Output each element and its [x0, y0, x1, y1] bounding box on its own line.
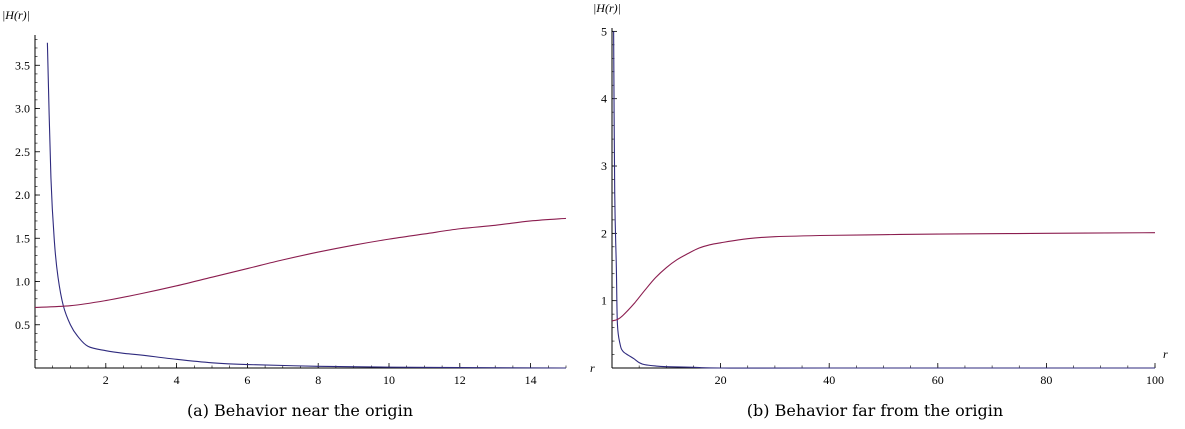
y-tick-label-a: 2.0	[15, 188, 30, 202]
curves-a	[34, 42, 567, 369]
series-2-line-b	[611, 232, 1156, 322]
x-tick-label-a: 8	[315, 373, 321, 387]
y-tick-label-b: 3	[601, 159, 607, 173]
y-tick-label-a: 3.0	[15, 102, 30, 116]
y-tick-label-b: 2	[601, 226, 607, 240]
x-tick-label-b: 40	[823, 373, 835, 387]
y-tick-label-a: 3.5	[15, 58, 30, 72]
y-tick-label-a: 0.5	[15, 318, 30, 332]
x-axis-label-b-right: r	[1163, 347, 1168, 361]
y-tick-label-a: 2.5	[15, 145, 30, 159]
x-tick-label-a: 10	[383, 373, 395, 387]
series-1-line-a	[46, 42, 567, 369]
x-tick-label-b: 100	[1146, 373, 1164, 387]
chart-panel-b: |H(r)| r r 20 40 60 80 100 1 2 3 4 5 (b) Behavior…	[590, 1, 1168, 420]
series-1-line-b	[613, 31, 1155, 369]
x-tick-label-a: 12	[454, 373, 466, 387]
y-tick-label-b: 1	[601, 294, 607, 308]
y-axis-label-a: |H(r)|	[2, 8, 30, 22]
x-tick-label-b: 60	[932, 373, 944, 387]
ticks-b: 20 40 60 80 100 1 2 3 4 5	[601, 24, 1164, 387]
y-axis-label-b: |H(r)|	[593, 1, 621, 15]
x-tick-label-a: 2	[103, 373, 109, 387]
x-tick-label-b: 80	[1040, 373, 1052, 387]
y-tick-label-a: 1.5	[15, 231, 30, 245]
series-2-line-a	[34, 217, 567, 308]
x-tick-label-a: 4	[174, 373, 180, 387]
caption-a: (a) Behavior near the origin	[187, 401, 413, 420]
y-tick-label-b: 5	[601, 24, 607, 38]
caption-b: (b) Behavior far from the origin	[747, 401, 1003, 420]
x-axis-label-b-left: r	[590, 361, 595, 375]
curves-b	[611, 31, 1156, 369]
x-tick-label-a: 14	[525, 373, 537, 387]
ticks-a: 2 4 6 8 10 12 14 0.5 1.0 1.5 2.0 2.5 3.0 3.5	[15, 39, 567, 387]
y-tick-label-a: 1.0	[15, 275, 30, 289]
x-tick-label-a: 6	[244, 373, 250, 387]
x-tick-label-b: 20	[715, 373, 727, 387]
chart-panel-a: |H(r)| 2 4 6 8 10 12 14 0.5 1.0 1.5 2.0 2.5 3.0 3.5 (…	[2, 8, 567, 420]
y-tick-label-b: 4	[601, 92, 607, 106]
